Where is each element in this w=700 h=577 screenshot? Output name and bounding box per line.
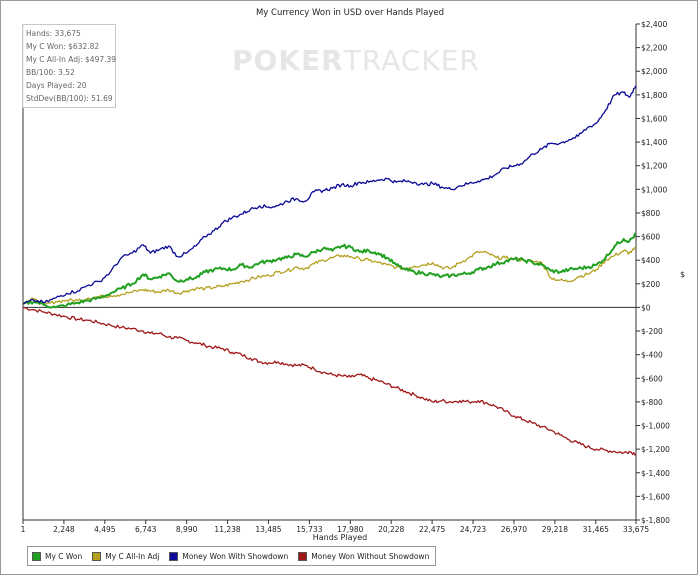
stat-bb-per-100: BB/100: 3.52 <box>26 68 75 77</box>
x-tick-label: 31,465 <box>583 525 609 534</box>
stat-hands: Hands: 33,675 <box>26 29 81 38</box>
legend-item-my-c-won[interactable]: My C Won <box>32 551 83 561</box>
y-tick-label: $600 <box>641 233 660 242</box>
x-tick-label: 6,743 <box>135 525 157 534</box>
stat-stddev: StdDev(BB/100): 51.69 <box>26 94 113 103</box>
x-tick-label: 2,248 <box>53 525 75 534</box>
y-tick-label: $-1,800 <box>641 516 670 525</box>
x-tick-label: 33,675 <box>623 525 649 534</box>
x-tick-label: 1 <box>21 525 26 534</box>
legend-swatch <box>169 551 179 561</box>
x-tick-label: 17,980 <box>337 525 363 534</box>
series-line-money-won-without-showdown <box>22 306 637 456</box>
y-tick-label: $-800 <box>641 398 663 407</box>
x-tick-label: 20,228 <box>378 525 404 534</box>
y-tick-label: $1,800 <box>641 91 667 100</box>
chart-title: My Currency Won in USD over Hands Played <box>255 8 445 18</box>
legend-item-with-showdown[interactable]: Money Won With Showdown <box>169 551 289 561</box>
x-tick-label: 29,218 <box>542 525 568 534</box>
x-tick-label: 11,238 <box>214 525 240 534</box>
x-tick-label: 26,970 <box>501 525 527 534</box>
y-tick-label: $-1,400 <box>641 469 670 478</box>
y-tick-label: $1,400 <box>641 138 667 147</box>
y-tick-label: $-1,600 <box>641 492 670 501</box>
legend-item-without-showdown[interactable]: Money Won Without Showdown <box>298 551 430 561</box>
y-tick-label: $1,000 <box>641 185 667 194</box>
y-tick-label: $200 <box>641 280 660 289</box>
legend-label: Money Won Without Showdown <box>311 551 430 561</box>
stats-box: Hands: 33,675 My C Won: $632.82 My C All… <box>22 24 116 108</box>
y-tick-label: $-400 <box>641 351 663 360</box>
legend-swatch <box>92 551 102 561</box>
legend-label: My C Won <box>45 551 83 561</box>
y-tick-label: $1,600 <box>641 114 667 123</box>
series-line-money-won-with-showdown <box>22 85 637 305</box>
y-tick-label: $400 <box>641 256 660 265</box>
y-tick-label: $-1,000 <box>641 422 670 431</box>
stat-days-played: Days Played: 20 <box>26 81 87 90</box>
legend: My C Won My C All-In Adj Money Won With … <box>27 546 437 566</box>
pokertracker-watermark-logo: POKERTRACKER <box>232 44 480 77</box>
legend-swatch <box>298 551 308 561</box>
x-tick-label: 4,495 <box>94 525 116 534</box>
y-tick-label: $-1,200 <box>641 445 670 454</box>
y-tick-label: $0 <box>641 303 651 312</box>
y-tick-label: $-600 <box>641 374 663 383</box>
y-tick-label: $800 <box>641 209 660 218</box>
y-tick-label: $2,000 <box>641 67 667 76</box>
y-tick-label: $2,400 <box>641 20 667 29</box>
stat-my-c-won: My C Won: $632.82 <box>26 42 100 51</box>
y-tick-label: $1,200 <box>641 162 667 171</box>
y-axis-label: $ <box>680 270 686 279</box>
x-tick-label: 22,475 <box>419 525 445 534</box>
stat-my-c-allin-adj: My C All-In Adj: $497.39 <box>26 55 117 64</box>
legend-label: Money Won With Showdown <box>182 551 289 561</box>
legend-item-my-c-allin-adj[interactable]: My C All-In Adj <box>92 551 160 561</box>
x-axis-label: Hands Played <box>312 533 368 542</box>
y-tick-label: $2,200 <box>641 44 667 53</box>
y-tick-label: $-200 <box>641 327 663 336</box>
series-line-my-c-won <box>22 232 637 309</box>
series-line-my-c-all-in-adj <box>22 246 637 306</box>
x-tick-label: 15,733 <box>296 525 322 534</box>
legend-swatch <box>32 551 41 561</box>
x-tick-label: 24,723 <box>460 525 486 534</box>
legend-label: My C All-In Adj <box>105 551 160 561</box>
x-tick-label: 8,990 <box>176 525 198 534</box>
x-tick-label: 13,485 <box>255 525 281 534</box>
